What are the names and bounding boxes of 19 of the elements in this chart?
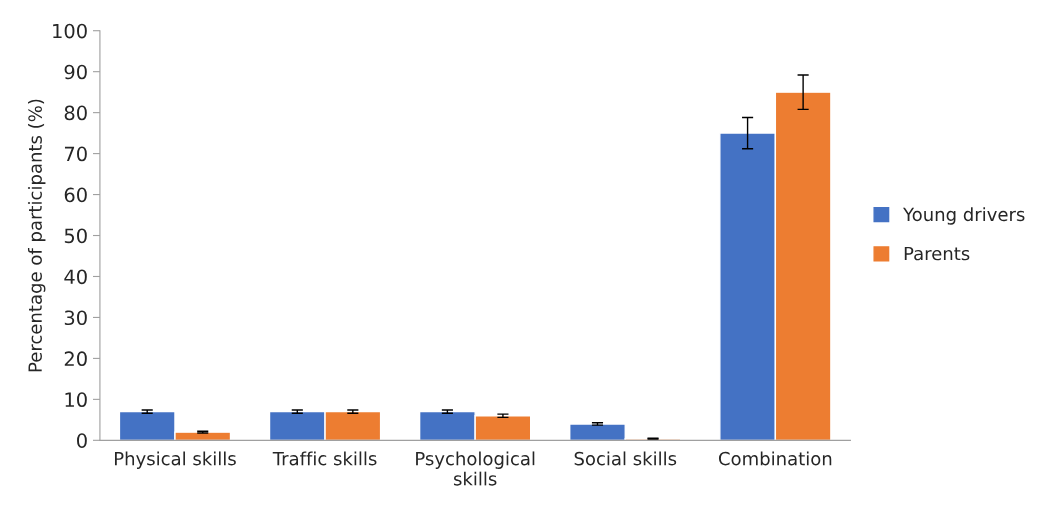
y-tick-label: 60	[64, 187, 87, 203]
y-tick-label: 10	[65, 392, 87, 408]
legend-label: Parents	[904, 246, 970, 261]
y-tick-label: 30	[64, 310, 87, 326]
y-tick-label: 40	[64, 269, 87, 285]
y-tick-label: 70	[64, 146, 87, 162]
x-tick-label: Physical skills	[114, 451, 236, 469]
legend-label: Young drivers	[903, 207, 1025, 225]
y-axis-title: Percentage of participants (%)	[27, 99, 46, 372]
y-tick-label: 100	[53, 23, 87, 39]
x-tick-label: Traffic skills	[272, 451, 377, 466]
x-tick-label: Combination	[718, 451, 832, 466]
y-tick-label: 20	[64, 351, 87, 367]
y-tick-label: 80	[64, 105, 87, 121]
x-tick-label: Social skills	[574, 451, 677, 466]
y-tick-label: 90	[64, 64, 87, 80]
x-tick-label: Psychological skills	[416, 451, 535, 486]
y-tick-label: 50	[64, 228, 87, 244]
y-tick-label: 0	[77, 433, 87, 448]
